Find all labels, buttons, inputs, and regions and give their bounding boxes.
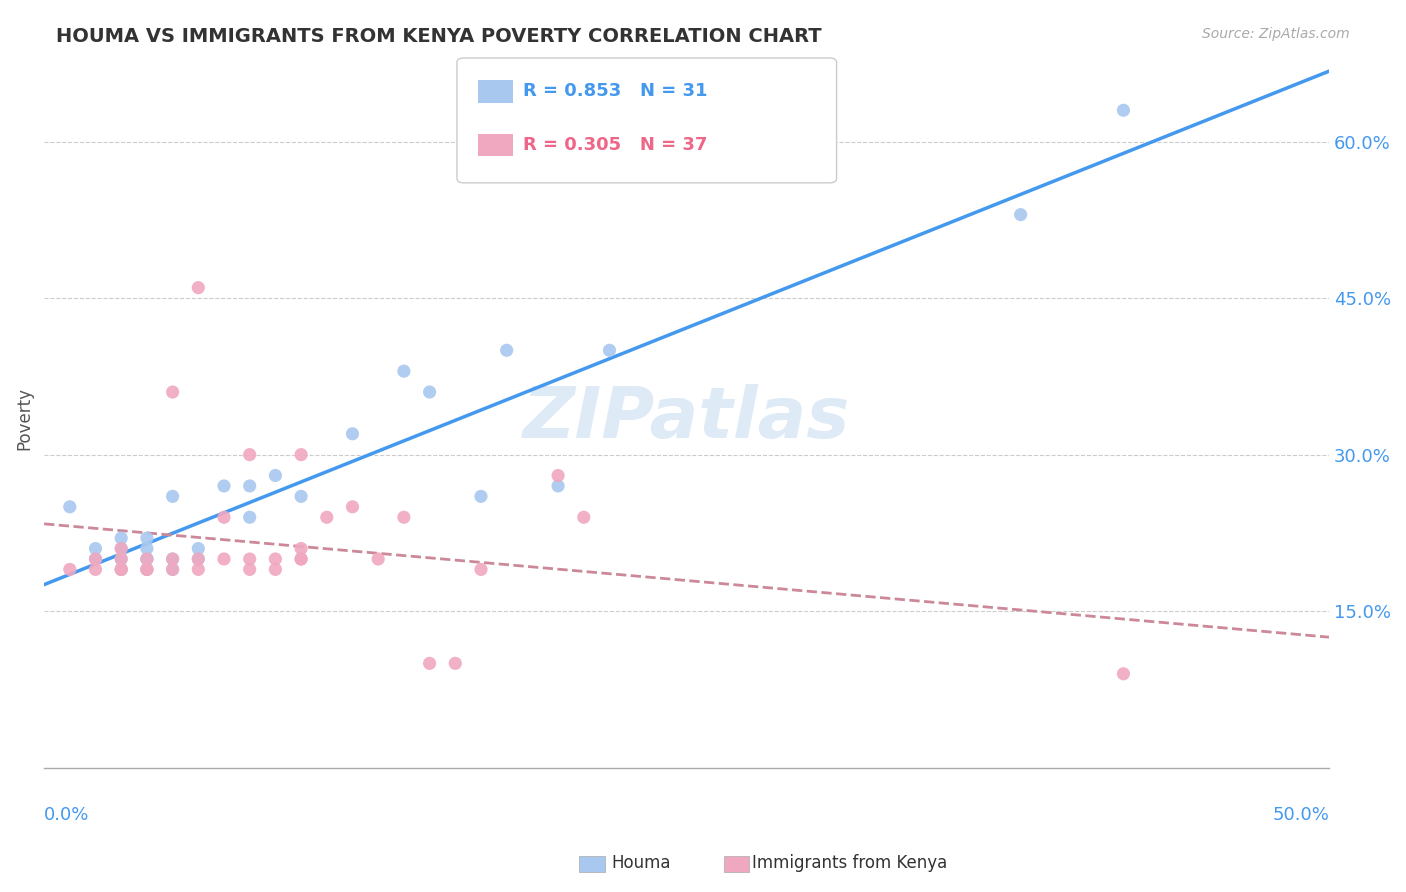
Point <box>135 562 157 576</box>
Text: 50.0%: 50.0% <box>1272 806 1329 824</box>
Point <box>135 552 157 566</box>
Point <box>162 562 184 576</box>
Point <box>135 562 157 576</box>
Text: Houma: Houma <box>612 855 671 872</box>
Point <box>367 552 389 566</box>
Point <box>239 448 262 462</box>
Point <box>239 479 262 493</box>
Point <box>110 552 132 566</box>
Point <box>135 541 157 556</box>
Point <box>59 500 82 514</box>
Point <box>59 562 82 576</box>
Point <box>135 552 157 566</box>
Point <box>187 280 209 294</box>
Point <box>187 541 209 556</box>
Text: 0.0%: 0.0% <box>44 806 90 824</box>
Point <box>212 552 235 566</box>
Point <box>162 384 184 399</box>
Point <box>392 510 415 524</box>
Point <box>315 510 337 524</box>
Point <box>572 510 595 524</box>
Text: Immigrants from Kenya: Immigrants from Kenya <box>752 855 948 872</box>
Point <box>342 500 364 514</box>
Point <box>1010 208 1032 222</box>
Point <box>162 552 184 566</box>
Text: ZIPatlas: ZIPatlas <box>523 384 851 452</box>
Point <box>290 552 312 566</box>
Y-axis label: Poverty: Poverty <box>15 386 32 450</box>
Point <box>110 562 132 576</box>
Point <box>187 552 209 566</box>
Point <box>110 531 132 545</box>
Point <box>495 343 517 358</box>
Point <box>110 552 132 566</box>
Text: Source: ZipAtlas.com: Source: ZipAtlas.com <box>1202 27 1350 41</box>
Point <box>84 541 107 556</box>
Point <box>444 657 467 671</box>
Point <box>342 426 364 441</box>
Point <box>84 552 107 566</box>
Point <box>290 448 312 462</box>
Point <box>392 364 415 378</box>
Point <box>470 562 492 576</box>
Point <box>547 468 569 483</box>
Text: R = 0.853   N = 31: R = 0.853 N = 31 <box>523 82 707 100</box>
Point <box>135 552 157 566</box>
Point <box>110 541 132 556</box>
Point <box>110 562 132 576</box>
Point <box>239 562 262 576</box>
Text: R = 0.305   N = 37: R = 0.305 N = 37 <box>523 136 707 153</box>
Point <box>135 531 157 545</box>
Point <box>110 541 132 556</box>
Point <box>187 552 209 566</box>
Point <box>135 562 157 576</box>
Point <box>162 552 184 566</box>
Point <box>290 552 312 566</box>
Point <box>1112 103 1135 118</box>
Point <box>264 552 287 566</box>
Point <box>162 562 184 576</box>
Point <box>290 489 312 503</box>
Point <box>470 489 492 503</box>
Point <box>187 562 209 576</box>
Point <box>290 541 312 556</box>
Point <box>598 343 620 358</box>
Point <box>239 552 262 566</box>
Point <box>212 510 235 524</box>
Point <box>212 479 235 493</box>
Point <box>84 562 107 576</box>
Point <box>162 489 184 503</box>
Point <box>264 468 287 483</box>
Point <box>547 479 569 493</box>
Point <box>110 562 132 576</box>
Point <box>419 657 441 671</box>
Point <box>1112 666 1135 681</box>
Point <box>419 384 441 399</box>
Point <box>264 562 287 576</box>
Point <box>239 510 262 524</box>
Text: HOUMA VS IMMIGRANTS FROM KENYA POVERTY CORRELATION CHART: HOUMA VS IMMIGRANTS FROM KENYA POVERTY C… <box>56 27 823 45</box>
Point <box>84 552 107 566</box>
